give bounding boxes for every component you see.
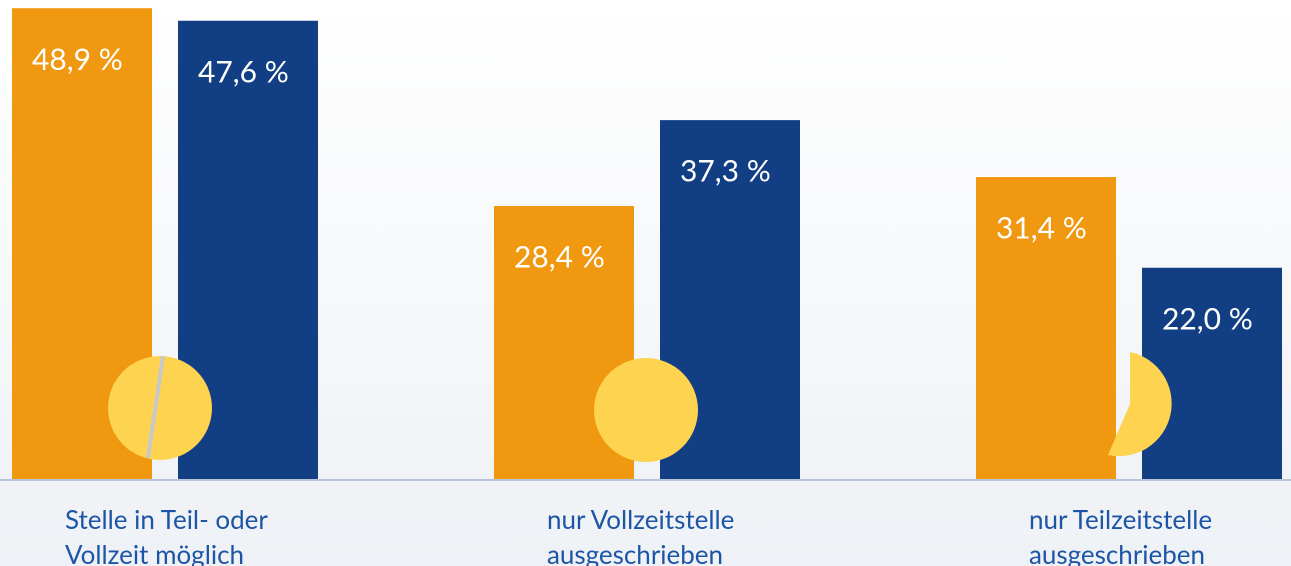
value-label: 22,0 % [1162,300,1253,336]
pie-icon [594,358,698,462]
pie-slice-line [146,355,165,459]
x-tick-label: nur Vollzeitstelle ausgeschrieben [547,503,734,566]
value-label: 37,3 % [680,153,771,189]
pie-icon [1108,352,1172,457]
value-label: 28,4 % [514,239,605,275]
pie-icon [108,356,212,460]
x-tick-label: nur Teilzeitstelle ausgeschrieben [1029,503,1212,566]
bar [976,177,1116,480]
x-tick-label: Stelle in Teil- oder Vollzeit möglich [65,503,268,566]
bar [1142,267,1282,480]
value-label: 31,4 % [996,210,1087,246]
value-label: 48,9 % [32,41,123,77]
value-label: 47,6 % [198,53,289,89]
